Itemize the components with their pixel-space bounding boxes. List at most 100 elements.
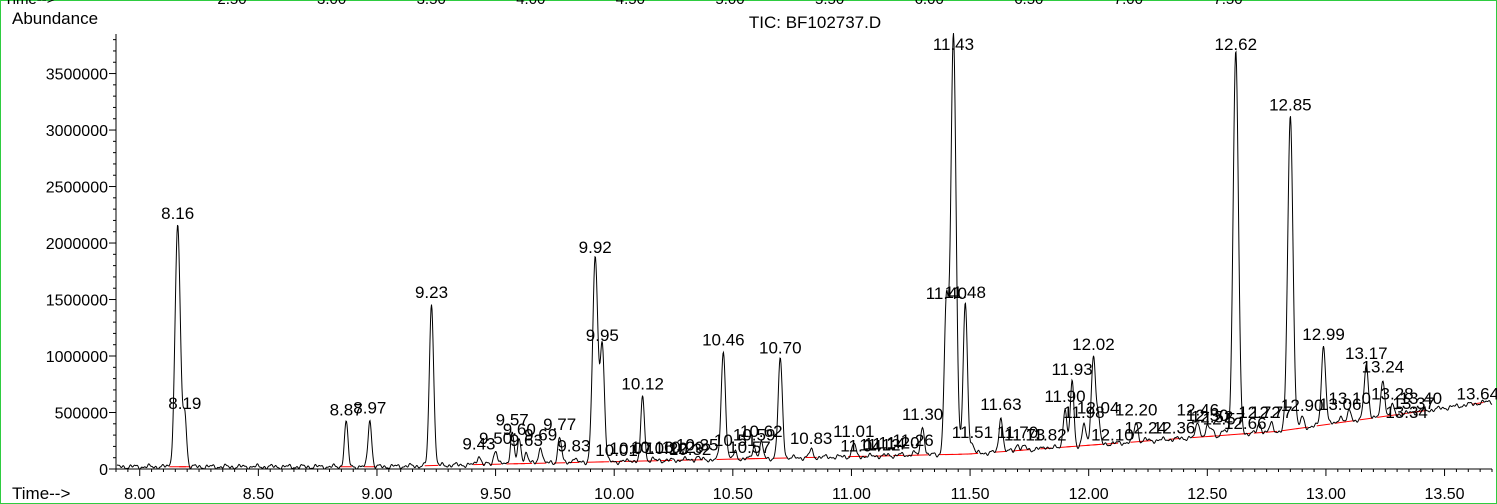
peak-label: 12.46 <box>1177 401 1220 420</box>
peak-label: 12.72 <box>1238 403 1281 422</box>
top-time-strip: Time--> 2.50 3.00 3.50 4.00 4.50 5.00 5.50 6.00 6… <box>4 0 1243 8</box>
peak-label: 13.06 <box>1319 395 1362 414</box>
peak-label: 11.82 <box>1025 425 1066 444</box>
y-axis-label: Abundance <box>12 9 98 28</box>
peak-label: 12.10 <box>1091 425 1134 444</box>
peak-baseline <box>1106 442 1119 445</box>
peak-label: 10.12 <box>621 375 664 394</box>
peak-baseline <box>1139 440 1152 442</box>
peak-label: 9.57 <box>496 411 529 430</box>
peak-label: 11.70 <box>997 423 1038 442</box>
peak-label: 10.70 <box>759 338 802 357</box>
peak-label: 13.40 <box>1400 389 1443 408</box>
peak-label: 12.02 <box>1072 335 1115 354</box>
peak-label: 12.62 <box>1215 35 1258 54</box>
peak-label: 12.20 <box>1115 401 1158 420</box>
peak-baseline <box>966 452 979 455</box>
y-tick-label: 2000000 <box>46 236 108 253</box>
peak-label: 13.28 <box>1371 385 1414 404</box>
peak-label: 10.62 <box>740 422 783 441</box>
peak-label: 10.59 <box>733 425 776 444</box>
top-strip-tick-label: 2.50 <box>217 0 246 8</box>
x-tick-label: 12.50 <box>1187 486 1227 503</box>
y-tick-label: 3000000 <box>46 123 108 140</box>
x-ticks: 8.00 8.50 9.00 9.50 10.00 10.50 11.00 11.50 12.0… <box>115 469 1493 503</box>
peak-label: 11.48 <box>945 283 986 302</box>
top-strip-tick-label: 5.00 <box>715 0 744 8</box>
top-strip-tick-label: 4.00 <box>516 0 545 8</box>
top-strip-tick-label: 3.00 <box>317 0 346 8</box>
peak-label: 12.77 <box>1250 403 1293 422</box>
peak-label: 11.51 <box>952 423 993 442</box>
peak-label: 11.04 <box>840 437 881 456</box>
peak-label: 13.10 <box>1328 389 1371 408</box>
peak-label: 10.29 <box>662 438 705 457</box>
peak-label: 11.93 <box>1051 360 1092 379</box>
y-tick-label: 3500000 <box>46 67 108 84</box>
peak-label: 9.92 <box>579 238 612 257</box>
top-strip-tick-label: 3.50 <box>417 0 446 8</box>
chart-title: TIC: BF102737.D <box>749 13 881 32</box>
peak-label: 11.30 <box>902 405 943 424</box>
x-axis-label: Time--> <box>12 484 70 503</box>
peak-label: 11.63 <box>980 395 1021 414</box>
top-strip-tick-label: 5.50 <box>815 0 844 8</box>
peak-label: 8.16 <box>161 204 194 223</box>
peak-label: 12.66 <box>1224 414 1267 433</box>
peak-label: 11.43 <box>933 35 974 54</box>
peak-baseline <box>995 450 1007 453</box>
top-strip-tick-label: 4.50 <box>616 0 645 8</box>
y-tick-label: 1000000 <box>46 349 108 366</box>
y-tick-label: 0 <box>99 462 108 479</box>
peak-label: 9.69 <box>524 425 557 444</box>
peak-label: 13.24 <box>1362 358 1405 377</box>
y-ticks: 0 500000 1000000 1500000 2000000 2500000 30000… <box>46 39 116 479</box>
peak-label: 12.52 <box>1191 407 1234 426</box>
x-tick-label: 10.00 <box>594 486 634 503</box>
peak-label: 12.24 <box>1124 419 1167 438</box>
x-tick-label: 11.00 <box>832 486 871 503</box>
peak-label: 13.64 <box>1456 385 1497 404</box>
peak-label: 11.40 <box>926 284 967 303</box>
peak-label: 13.37 <box>1392 394 1435 413</box>
x-tick-label: 8.50 <box>243 486 274 503</box>
x-tick-label: 13.50 <box>1425 486 1465 503</box>
peak-label: 13.34 <box>1385 403 1428 422</box>
top-strip-tick-label: 7.50 <box>1213 0 1242 8</box>
y-tick-label: 2500000 <box>46 180 108 197</box>
peak-label: 8.19 <box>168 394 201 413</box>
peak-label: 12.36 <box>1153 419 1196 438</box>
peak-label: 9.83 <box>557 437 590 456</box>
peak-label: 11.26 <box>892 431 933 450</box>
peak-label: 10.51 <box>714 431 757 450</box>
x-tick-label: 11.50 <box>951 486 990 503</box>
peak-label: 11.01 <box>833 422 874 441</box>
peak-label: 12.50 <box>1186 406 1229 425</box>
peak-label: 13.17 <box>1345 344 1388 363</box>
x-tick-label: 9.50 <box>480 486 511 503</box>
peak-label: 9.50 <box>479 429 512 448</box>
peak-label: 11.98 <box>1063 403 1104 422</box>
top-strip-label: Time--> <box>4 0 56 8</box>
peak-label: 10.57 <box>728 438 771 457</box>
peak-label: 12.90 <box>1281 396 1324 415</box>
x-tick-label: 13.00 <box>1306 486 1346 503</box>
top-strip-tick-label: 7.00 <box>1114 0 1143 8</box>
peak-label: 11.12 <box>859 436 900 455</box>
peak-baseline <box>1066 445 1078 448</box>
peak-label: 8.97 <box>353 398 386 417</box>
peak-baseline <box>1281 427 1299 432</box>
top-strip-tick-label: 6.50 <box>1014 0 1043 8</box>
peak-label: 12.04 <box>1077 398 1120 417</box>
peak-labels: 8.16 8.19 8.878.97 9.23 9.439.509.579.609.63… <box>161 35 1497 460</box>
peak-label: 10.07 <box>610 439 653 458</box>
peak-label: 10.01 <box>595 441 638 460</box>
y-tick-label: 500000 <box>55 406 108 423</box>
peak-baseline <box>1092 443 1104 446</box>
peak-baseline <box>1359 417 1374 421</box>
peak-label: 12.85 <box>1269 95 1312 114</box>
peak-label: 10.35 <box>676 436 719 455</box>
x-tick-label: 12.00 <box>1069 486 1109 503</box>
peak-label: 8.87 <box>330 401 363 420</box>
